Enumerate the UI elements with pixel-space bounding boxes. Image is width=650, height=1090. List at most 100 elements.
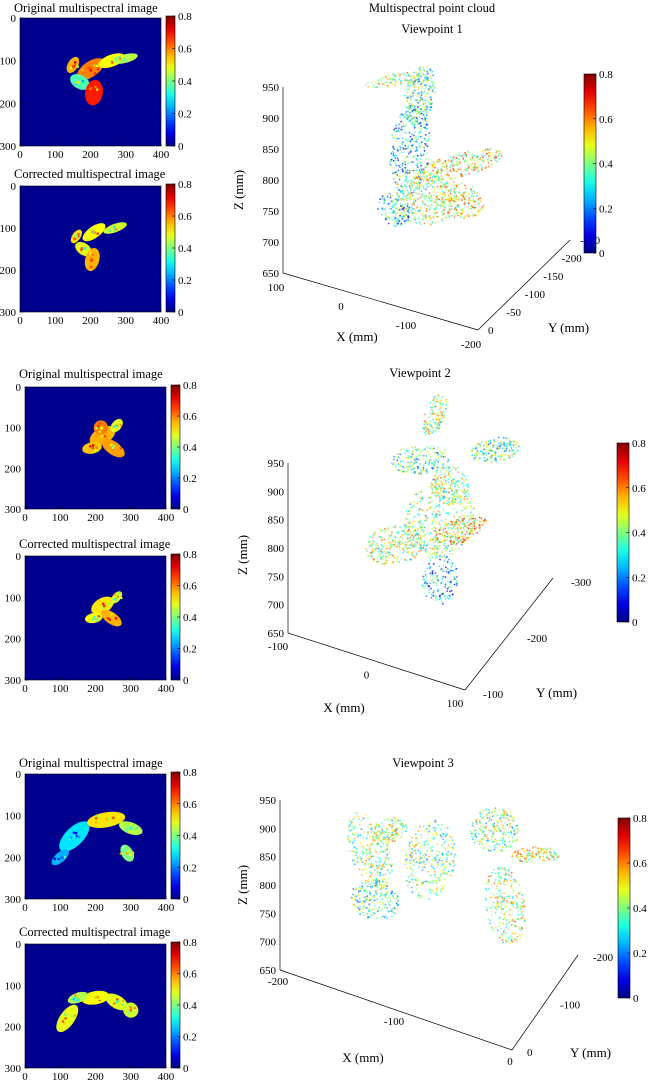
panel-8-point	[391, 892, 393, 895]
panel-8-point	[370, 872, 372, 874]
panel-8-point	[362, 914, 365, 916]
panel-5-point	[389, 544, 392, 547]
panel-5-z-tick-label: 700	[268, 600, 285, 612]
panel-2-point	[419, 177, 421, 179]
panel-5-point	[432, 518, 435, 520]
panel-8-point	[364, 814, 367, 817]
panel-8-point	[513, 900, 516, 903]
panel-8-point	[497, 929, 499, 932]
panel-2-point	[473, 208, 475, 210]
panel-5-point	[461, 490, 464, 492]
panel-5-z-tick-label: 750	[268, 571, 285, 583]
panel-8-point	[425, 840, 428, 843]
panel-5-point	[415, 461, 418, 464]
panel-8-point	[432, 866, 434, 869]
panel-2-point	[411, 212, 414, 214]
panel-5-point	[510, 441, 513, 444]
panel-5-point	[439, 490, 442, 492]
panel-5-point	[452, 550, 455, 552]
panel-5-point	[453, 491, 456, 493]
panel-5-point	[437, 460, 440, 463]
panel-8-xaxis	[279, 969, 513, 1051]
panel-6-x-tick-label: 200	[87, 902, 104, 914]
panel-8-point	[510, 820, 513, 823]
panel-2-point	[418, 112, 421, 115]
panel-8-point	[376, 898, 379, 901]
panel-2-point	[416, 183, 419, 186]
panel-2-point	[400, 185, 403, 188]
panel-5-point	[461, 532, 463, 535]
panel-2-point	[387, 86, 389, 88]
panel-5-point	[419, 531, 422, 533]
panel-8-point	[417, 894, 420, 896]
panel-2-point	[462, 196, 465, 198]
panel-8-point	[381, 898, 384, 901]
panel-5-point	[483, 448, 485, 451]
panel-8-point	[361, 861, 364, 864]
panel-5-point	[454, 548, 457, 550]
panel-2-point	[445, 166, 448, 169]
panel-5-point	[462, 506, 465, 508]
panel-8-point	[357, 907, 360, 909]
panel-2-point	[419, 127, 422, 130]
panel-4-pixel	[119, 596, 123, 600]
panel-2-point	[421, 212, 424, 215]
panel-2-point	[425, 152, 428, 155]
panel-5-point	[447, 570, 450, 573]
panel-8-point	[515, 901, 517, 904]
panel-8-point	[431, 849, 433, 852]
panel-5-point	[463, 539, 466, 542]
panel-2-point	[423, 149, 426, 152]
panel-5-point	[437, 541, 439, 544]
panel-8-point	[367, 862, 370, 865]
panel-2-point	[467, 202, 470, 205]
panel-2-point	[437, 215, 440, 218]
panel-5-point	[404, 452, 407, 455]
panel-5-point	[444, 576, 447, 578]
panel-2-point	[394, 217, 397, 220]
panel-8-point	[471, 835, 473, 838]
panel-5-point	[418, 472, 421, 475]
panel-8-point	[366, 833, 369, 835]
panel-5-point	[461, 482, 464, 485]
panel-2-point	[428, 79, 430, 82]
panel-2-point	[442, 201, 445, 203]
panel-5-point	[387, 537, 390, 539]
panel-2-point	[449, 177, 452, 180]
panel-5-point	[422, 464, 425, 467]
panel-2-point	[416, 187, 419, 190]
panel-5-point	[447, 522, 450, 525]
panel-5-point	[432, 581, 435, 584]
panel-5-point	[447, 512, 449, 514]
panel-8-point	[360, 828, 363, 830]
panel-2-point	[438, 158, 440, 161]
panel-8-point	[521, 847, 524, 850]
panel-8-point	[349, 840, 352, 843]
panel-2-point	[498, 152, 501, 155]
panel-5-point	[420, 450, 423, 453]
panel-7-pixel	[130, 1012, 133, 1015]
panel-5-point	[426, 582, 428, 585]
panel-8-point	[434, 876, 437, 879]
panel-8-point	[513, 829, 516, 831]
panel-2-point	[432, 88, 435, 91]
panel-2-point	[400, 83, 403, 86]
panel-5-point	[408, 533, 411, 536]
panel-8-z-tick-label: 900	[260, 823, 277, 835]
panel-5-point	[426, 472, 429, 475]
panel-8-point	[434, 860, 436, 863]
panel-8-point	[449, 863, 452, 866]
panel-5-point	[376, 538, 379, 540]
panel-2-point	[419, 162, 422, 164]
panel-2-point	[405, 147, 407, 150]
panel-2-point	[419, 196, 422, 199]
panel-5-point	[438, 426, 441, 429]
panel-2-point	[432, 176, 435, 179]
panel-5-point	[446, 547, 449, 549]
panel-5-point	[405, 456, 408, 459]
panel-2-point	[454, 176, 456, 179]
panel-2-point	[428, 200, 431, 202]
panel-8-point	[504, 821, 507, 824]
panel-5-point	[370, 551, 372, 554]
